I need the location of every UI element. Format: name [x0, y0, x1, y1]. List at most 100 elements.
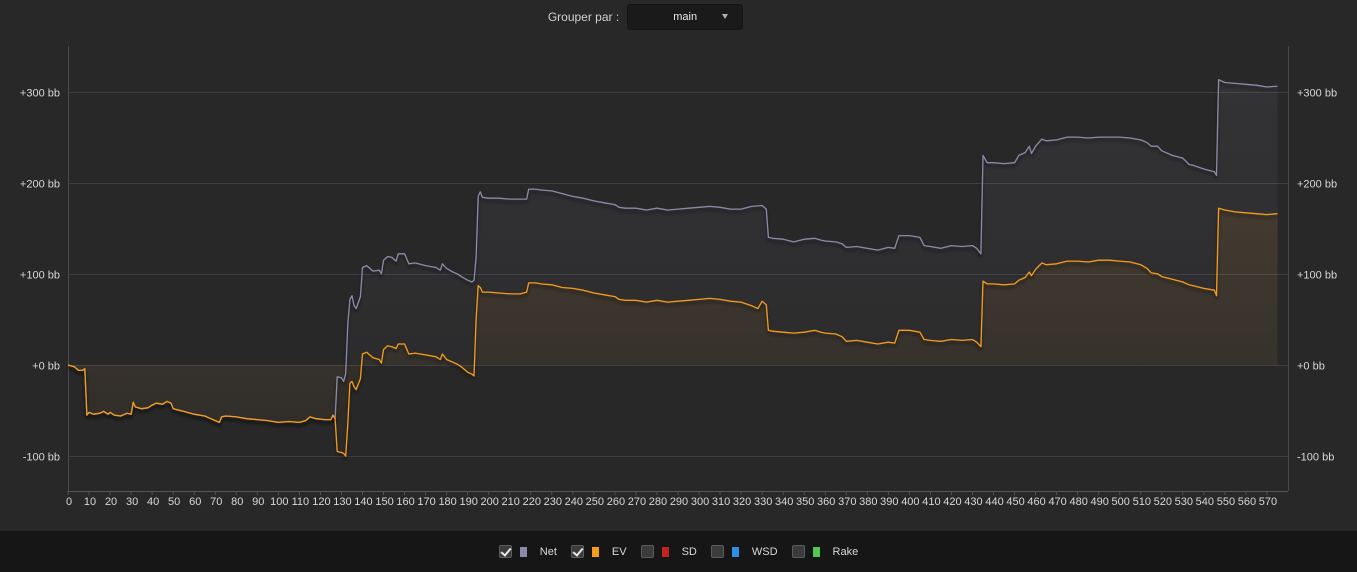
x-tick-label: 500: [1112, 496, 1130, 508]
series-line-ev: [67, 207, 1278, 457]
y-tick-label-left: +100 bb: [20, 270, 60, 282]
legend-item-net[interactable]: Net: [498, 545, 557, 558]
legend-ev-label: EV: [611, 545, 627, 558]
x-tick-label: 300: [691, 496, 709, 508]
legend-rake-swatch: [812, 546, 820, 557]
x-tick-label: 210: [502, 496, 520, 508]
x-tick-label: 410: [922, 496, 940, 508]
legend-item-wsd[interactable]: WSD: [710, 545, 778, 558]
y-tick-label-left: -100 bb: [23, 452, 60, 464]
y-tick-label-left: +200 bb: [20, 179, 60, 191]
legend-wsd-swatch: [731, 546, 739, 557]
legend-rake-label: Rake: [832, 545, 859, 558]
x-tick-label: 380: [859, 496, 877, 508]
y-tick-label-left: +0 bb: [32, 361, 60, 373]
axes: -100 bb -100 bb +0 bb +0 bb +100 bb +100 bb +2…: [20, 88, 1337, 509]
legend-sd-label: SD: [681, 545, 697, 558]
legend-net-swatch: [519, 546, 527, 557]
x-tick-label: 290: [670, 496, 688, 508]
x-tick-label: 150: [375, 496, 393, 508]
grid: [68, 46, 1289, 492]
x-tick-label: 390: [880, 496, 898, 508]
x-tick-label: 320: [733, 496, 751, 508]
legend-net-checkbox[interactable]: [498, 545, 512, 558]
x-tick-label: 90: [252, 496, 264, 508]
y-tick-label-right: +300 bb: [1297, 88, 1337, 100]
x-tick-label: 330: [754, 496, 772, 508]
x-tick-label: 460: [1027, 496, 1045, 508]
x-tick-label: 540: [1196, 496, 1214, 508]
group-by-label: Grouper par :: [547, 10, 620, 24]
x-tick-label: 200: [481, 496, 499, 508]
x-tick-label: 170: [417, 496, 435, 508]
y-tick-label-right: +200 bb: [1297, 179, 1337, 191]
x-tick-label: 0: [66, 496, 72, 508]
x-tick-label: 570: [1259, 496, 1277, 508]
legend-rake-checkbox[interactable]: [791, 545, 805, 558]
series-lines: [67, 79, 1278, 457]
x-tick-label: 490: [1091, 496, 1109, 508]
group-by-value: main: [673, 11, 698, 23]
x-tick-label: 510: [1133, 496, 1151, 508]
x-tick-label: 260: [607, 496, 625, 508]
x-tick-label: 70: [210, 496, 222, 508]
x-tick-label: 120: [312, 496, 330, 508]
x-tick-label: 420: [943, 496, 961, 508]
x-tick-label: 80: [231, 496, 243, 508]
series-area-net: [68, 79, 1278, 423]
group-by-select[interactable]: main: [627, 4, 744, 30]
y-tick-label-right: +100 bb: [1297, 270, 1337, 282]
legend-net-label: Net: [539, 545, 557, 558]
x-tick-label: 50: [168, 496, 180, 508]
x-tick-label: 180: [438, 496, 456, 508]
x-tick-label: 450: [1006, 496, 1024, 508]
x-tick-label: 310: [712, 496, 730, 508]
x-tick-label: 190: [459, 496, 477, 508]
x-tick-label: 430: [964, 496, 982, 508]
x-tick-label: 10: [84, 496, 96, 508]
x-tick-label: 400: [901, 496, 919, 508]
x-tick-label: 110: [292, 496, 310, 508]
x-tick-label: 440: [985, 496, 1003, 508]
x-tick-label: 270: [628, 496, 646, 508]
x-tick-label: 530: [1175, 496, 1193, 508]
y-tick-label-left: +300 bb: [20, 88, 60, 100]
legend-sd-checkbox[interactable]: [640, 545, 654, 558]
y-tick-label-right: -100 bb: [1297, 452, 1334, 464]
x-tick-label: 160: [396, 496, 414, 508]
x-tick-label: 20: [105, 496, 117, 508]
legend: Net EV SD WSD Rake: [0, 531, 1357, 572]
x-tick-label: 30: [126, 496, 138, 508]
legend-ev-swatch: [591, 546, 599, 557]
x-tick-label: 370: [838, 496, 856, 508]
x-tick-label: 550: [1217, 496, 1235, 508]
bankroll-chart: -100 bb -100 bb +0 bb +0 bb +100 bb +100 bb +2…: [20, 46, 1337, 509]
group-by-control: Grouper par : main: [0, 4, 1357, 30]
legend-item-rake[interactable]: Rake: [791, 545, 859, 558]
x-tick-label: 560: [1238, 496, 1256, 508]
legend-item-ev[interactable]: EV: [570, 545, 627, 558]
y-tick-label-right: +0 bb: [1297, 361, 1325, 373]
x-tick-label: 480: [1069, 496, 1087, 508]
legend-wsd-label: WSD: [751, 545, 778, 558]
x-tick-label: 520: [1154, 496, 1172, 508]
x-tick-label: 350: [796, 496, 814, 508]
x-tick-label: 250: [586, 496, 604, 508]
x-tick-label: 360: [817, 496, 835, 508]
legend-item-sd[interactable]: SD: [640, 545, 697, 558]
x-tick-label: 470: [1048, 496, 1066, 508]
series-area-ev: [68, 208, 1278, 457]
x-tick-label: 60: [189, 496, 201, 508]
x-tick-label: 130: [333, 496, 351, 508]
x-tick-label: 140: [354, 496, 372, 508]
x-tick-label: 280: [649, 496, 667, 508]
legend-ev-checkbox[interactable]: [570, 545, 584, 558]
x-tick-label: 240: [565, 496, 583, 508]
x-tick-label: 340: [775, 496, 793, 508]
series-areas: [68, 79, 1278, 457]
legend-wsd-checkbox[interactable]: [710, 545, 724, 558]
x-tick-label: 220: [523, 496, 541, 508]
legend-sd-swatch: [661, 546, 669, 557]
x-tick-label: 230: [544, 496, 562, 508]
chevron-down-icon: [722, 14, 729, 19]
